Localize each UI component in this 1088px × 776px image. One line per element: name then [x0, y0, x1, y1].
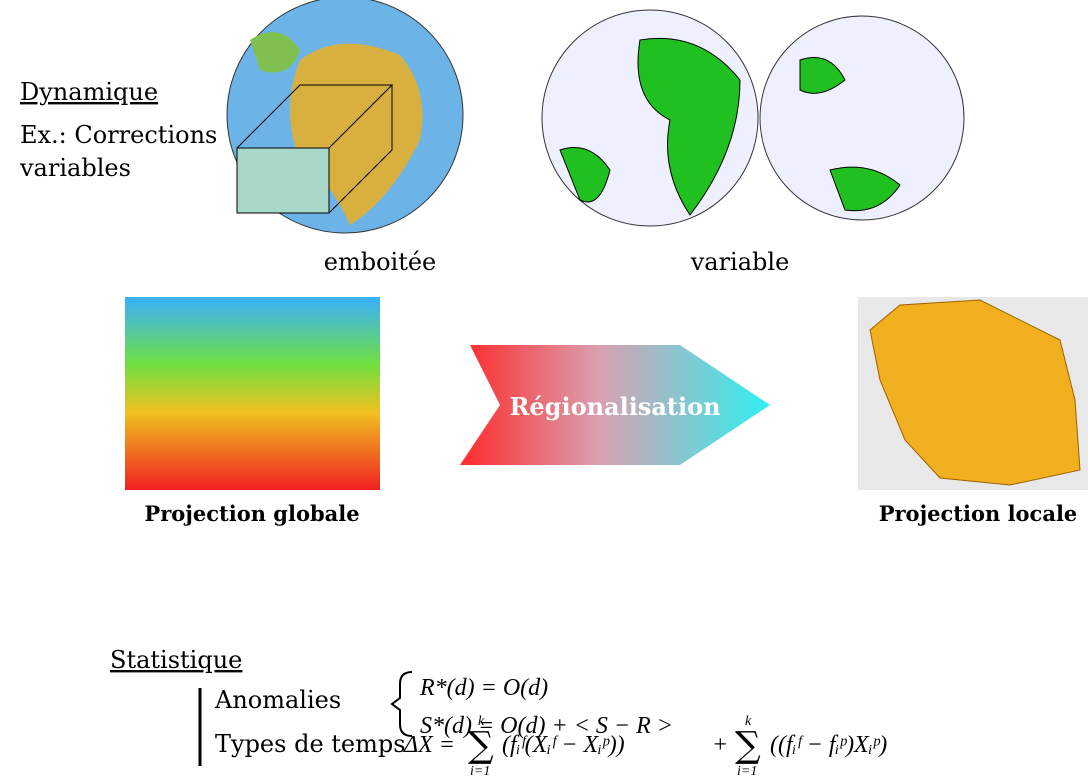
example-line: Ex.: Corrections: [20, 121, 217, 149]
brace: [390, 671, 413, 737]
section-title: Dynamique: [20, 78, 158, 106]
equation: S*(d) = O(d) + < S − R >: [420, 713, 673, 739]
caption: variable: [690, 248, 790, 276]
term: ((fᵢᶠ − fᵢᵖ)Xᵢᵖ): [770, 732, 887, 758]
sum-sign: ∑: [735, 725, 761, 766]
caption: emboitée: [324, 248, 437, 276]
global-map: [125, 297, 380, 490]
term: (fᵢᶠ(Xᵢᶠ − Xᵢᵖ)): [502, 732, 625, 758]
section-title: Statistique: [110, 646, 242, 674]
globe-nested: [226, 0, 464, 234]
sum-upper: k: [745, 714, 752, 729]
method-label: Types de temps: [215, 730, 406, 758]
equation: R*(d) = O(d): [419, 675, 548, 701]
caption: Projection globale: [144, 501, 359, 526]
local-map: [869, 299, 1081, 486]
operator: +: [712, 732, 728, 758]
equation-lhs: ΔX =: [403, 732, 455, 758]
sum-lower: i=1: [470, 764, 490, 776]
arrow: [460, 345, 770, 465]
sum-lower: i=1: [737, 764, 757, 776]
sum-sign: ∑: [468, 725, 494, 766]
method-label: Anomalies: [214, 686, 341, 714]
caption: Projection locale: [879, 501, 1078, 526]
globe-variable: [541, 9, 965, 227]
arrow-label: Régionalisation: [509, 392, 720, 421]
sum-upper: k: [478, 714, 485, 729]
example-line: variables: [19, 154, 131, 182]
